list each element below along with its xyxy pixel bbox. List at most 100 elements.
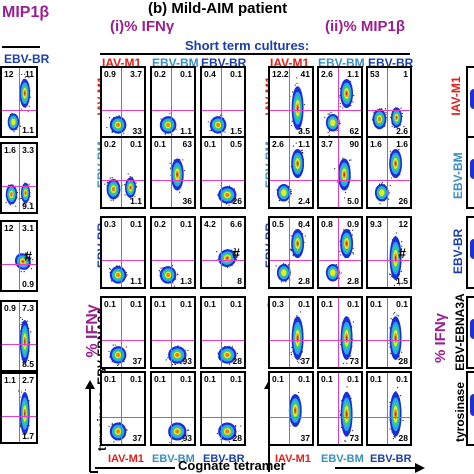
quadrant-top-left-value: 0.2 [104, 139, 116, 149]
gate-horizontal-line [319, 416, 361, 418]
quadrant-top-left-value: 0.5 [272, 219, 284, 229]
density-plot [108, 344, 127, 366]
quadrant-top-right-value: 0.1 [298, 299, 310, 309]
ifn-panel-r4-c2: 0.1 0.1 93 [150, 296, 196, 369]
ifn-section-header: (i)% IFNγ [110, 18, 175, 35]
quadrant-bottom-right-value: 28 [398, 432, 408, 443]
gate-horizontal-line [270, 416, 312, 418]
density-plot [337, 386, 354, 442]
gate-vertical-line [338, 373, 340, 444]
gate-horizontal-line [368, 340, 410, 342]
mip-panel-r2-c1: 2.6 1.1 2.4 [268, 136, 314, 209]
density-fragment [470, 238, 474, 260]
ifn-panel-r3-c3: 4.2 6.6 8 # [200, 216, 246, 289]
quadrant-bottom-right-value: 8.5 [22, 358, 34, 369]
quadrant-top-left-value: 0.3 [272, 299, 284, 309]
quadrant-top-left-value: 0.9 [104, 69, 116, 79]
gate-vertical-line [171, 218, 173, 287]
density-fragment [470, 318, 474, 340]
quadrant-bottom-right-value: 37 [300, 355, 310, 366]
quadrant-top-left-value: 0.1 [370, 299, 382, 309]
ifn-panel-r1-c2: 0.2 0.1 1.1 [150, 66, 196, 139]
gate-vertical-line [338, 218, 340, 287]
quadrant-bottom-right-value: 62 [349, 125, 359, 136]
quadrant-top-right-value: 41 [300, 69, 310, 79]
quadrant-top-left-value: 53 [370, 69, 380, 79]
gate-horizontal-line [2, 185, 36, 187]
quadrant-top-right-value: 0.1 [180, 374, 192, 384]
gate-horizontal-line [202, 110, 244, 112]
left-partial-panel-r1: 12 11 1.1 [0, 66, 38, 138]
gate-horizontal-line [2, 343, 36, 345]
gate-vertical-line [338, 138, 340, 207]
quadrant-top-left-value: 12 [4, 223, 14, 233]
gate-vertical-line [221, 373, 223, 444]
left-partial-panel-r2: 1.6 3.3 9.1 [0, 142, 38, 214]
ifn-y-axis-arrow [85, 380, 98, 473]
mip-panel-r4-c3: 0.1 0.1 28 [366, 296, 412, 369]
ifn-bottom-label-ebvbm: EBV-BM [152, 453, 195, 465]
density-plot [374, 148, 403, 205]
gate-horizontal-line [2, 263, 36, 265]
gate-horizontal-line [152, 260, 194, 262]
mip-bottom-label-ebvbm: EBV-BM [321, 453, 364, 465]
gate-horizontal-line [152, 340, 194, 342]
quadrant-top-right-value: 6.6 [230, 219, 242, 229]
gate-vertical-line [289, 218, 291, 287]
x-axis-arrow [95, 463, 425, 473]
quadrant-top-right-value: 12 [398, 219, 408, 229]
mip-panel-r3-c2: 0.8 0.9 2.8 [317, 216, 363, 289]
quadrant-top-right-value: 0.9 [347, 219, 359, 229]
gate-vertical-line [289, 373, 291, 444]
right-partial-panel-r4 [466, 296, 474, 369]
quadrant-bottom-right-value: 37 [132, 355, 142, 366]
quadrant-bottom-right-value: 28 [232, 432, 242, 443]
gate-horizontal-line [102, 110, 144, 112]
gate-vertical-line [289, 138, 291, 207]
quadrant-bottom-right-value: 2.4 [298, 195, 310, 206]
quadrant-top-left-value: 1.1 [4, 375, 16, 385]
gate-vertical-line [171, 68, 173, 137]
left-partial-panel-r5: 1.1 2.7 1.7 [0, 372, 38, 444]
left-mip-header: MIP1β [2, 4, 50, 21]
quadrant-top-right-value: 1.1 [298, 139, 310, 149]
quadrant-top-right-value: 3.1 [22, 223, 34, 233]
quadrant-top-right-value: 0.1 [180, 69, 192, 79]
ifn-panel-r1-c3: 0.4 0.1 1.5 [200, 66, 246, 139]
quadrant-bottom-right-value: 8 [237, 275, 242, 286]
quadrant-top-right-value: 0.1 [396, 299, 408, 309]
density-plot [290, 311, 304, 364]
gate-horizontal-line [202, 180, 244, 182]
quadrant-top-right-value: 0.1 [298, 374, 310, 384]
quadrant-top-left-value: 0.1 [154, 139, 166, 149]
density-plot [5, 182, 31, 207]
mip-panel-r5-c2: 0.1 0.1 73 [317, 371, 363, 446]
quadrant-top-right-value: 0.1 [180, 299, 192, 309]
right-y-axis-label: % IFNγ [432, 313, 449, 364]
density-plot [276, 142, 305, 203]
ifn-panel-r5-c3: 0.1 0.1 28 [200, 371, 246, 446]
right-partial-panel-r3 [466, 216, 474, 289]
mip-panel-r4-c1: 0.3 0.1 37 [268, 296, 314, 369]
density-plot [104, 173, 138, 201]
figure-title: (b) Mild-AIM patient [148, 0, 288, 17]
quadrant-top-right-value: 0.1 [230, 69, 242, 79]
right-partial-panel-r5 [466, 371, 474, 446]
significance-mark: # [232, 244, 240, 261]
quadrant-top-right-value: 0.5 [230, 139, 242, 149]
left-partial-panel-r4: 0.9 7.3 8.5 [0, 300, 38, 372]
quadrant-top-left-value: 0.2 [154, 69, 166, 79]
gate-horizontal-line [152, 416, 194, 418]
density-fragment [470, 88, 474, 110]
quadrant-top-left-value: 0.1 [204, 139, 216, 149]
quadrant-bottom-right-value: 93 [182, 355, 192, 366]
gate-vertical-line [19, 68, 21, 136]
gate-horizontal-line [319, 260, 361, 262]
ifn-bottom-label-iav: IAV-M1 [108, 453, 144, 465]
ifn-panel-r4-c3: 0.1 0.1 28 [200, 296, 246, 369]
quadrant-top-left-value: 1.6 [4, 145, 16, 155]
quadrant-top-right-value: 11 [25, 69, 34, 79]
quadrant-top-right-value: 0.1 [130, 219, 142, 229]
gate-vertical-line [121, 138, 123, 207]
gate-vertical-line [121, 68, 123, 137]
